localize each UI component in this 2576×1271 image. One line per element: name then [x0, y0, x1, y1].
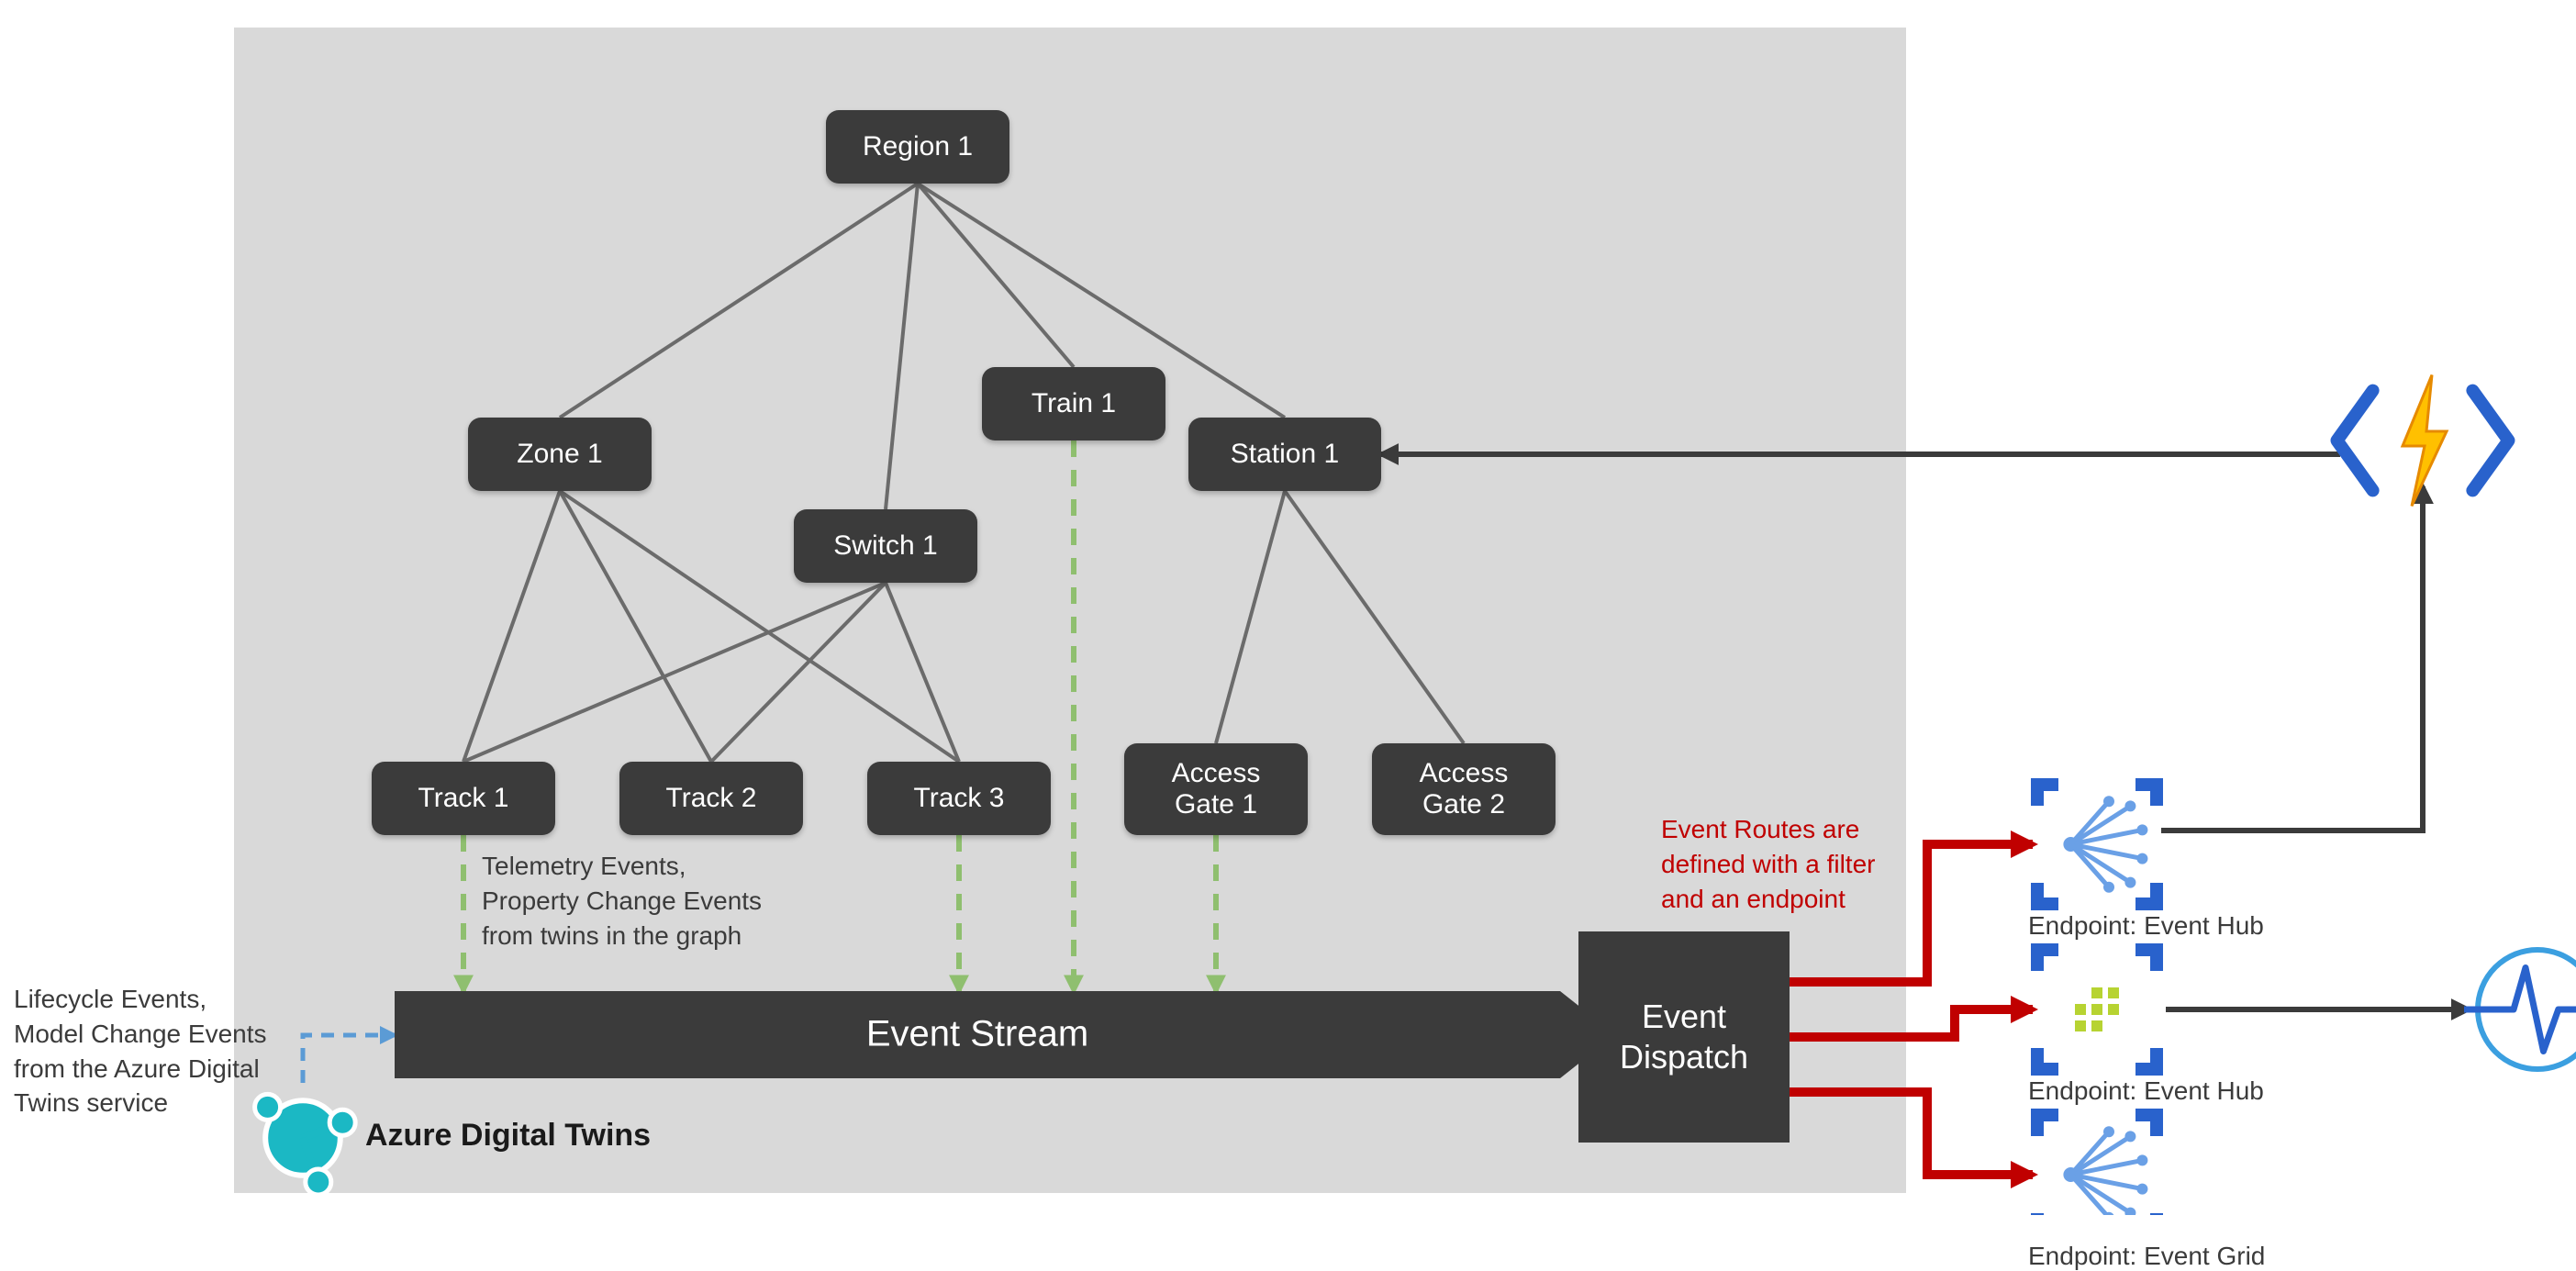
adt-title: Azure Digital Twins: [365, 1118, 651, 1154]
node-label: Train 1: [1032, 388, 1116, 419]
ep-hub-1-label: Endpoint: Event Hub: [2028, 911, 2264, 941]
ep-grid-label: Endpoint: Event Grid: [2028, 1242, 2265, 1271]
ep-grid-icon: [2037, 1115, 2157, 1215]
node-train1: Train 1: [982, 367, 1165, 440]
node-label: Station 1: [1231, 439, 1339, 470]
annotation-event_routes: Event Routes are defined with a filter a…: [1661, 812, 1875, 916]
node-label: Track 3: [914, 783, 1005, 814]
node-label: Access Gate 1: [1172, 758, 1261, 820]
ep-hub-2-icon: [2037, 950, 2157, 1069]
node-label: Region 1: [863, 131, 973, 162]
ep-hub-1-icon: [2037, 785, 2157, 904]
node-label: Zone 1: [517, 439, 602, 470]
node-switch1: Switch 1: [794, 509, 977, 583]
node-region1: Region 1: [826, 110, 1009, 184]
node-gate1: Access Gate 1: [1124, 743, 1308, 835]
node-label: Track 2: [666, 783, 757, 814]
node-track1: Track 1: [372, 762, 555, 835]
annotation-lifecycle: Lifecycle Events, Model Change Events fr…: [14, 982, 267, 1120]
node-track3: Track 3: [867, 762, 1051, 835]
node-zone1: Zone 1: [468, 418, 652, 491]
ep-hub-2-label: Endpoint: Event Hub: [2028, 1076, 2264, 1106]
node-station1: Station 1: [1188, 418, 1381, 491]
annotation-telemetry: Telemetry Events, Property Change Events…: [482, 849, 762, 953]
node-label: Access Gate 2: [1420, 758, 1509, 820]
downstream-arrow: [2161, 486, 2423, 831]
node-gate2: Access Gate 2: [1372, 743, 1556, 835]
node-track2: Track 2: [619, 762, 803, 835]
node-label: Track 1: [418, 783, 509, 814]
azure-function-icon: [2337, 375, 2509, 507]
diagram-panel: [234, 28, 1906, 1193]
tsi-icon: [2464, 950, 2576, 1069]
node-label: Switch 1: [833, 530, 937, 562]
